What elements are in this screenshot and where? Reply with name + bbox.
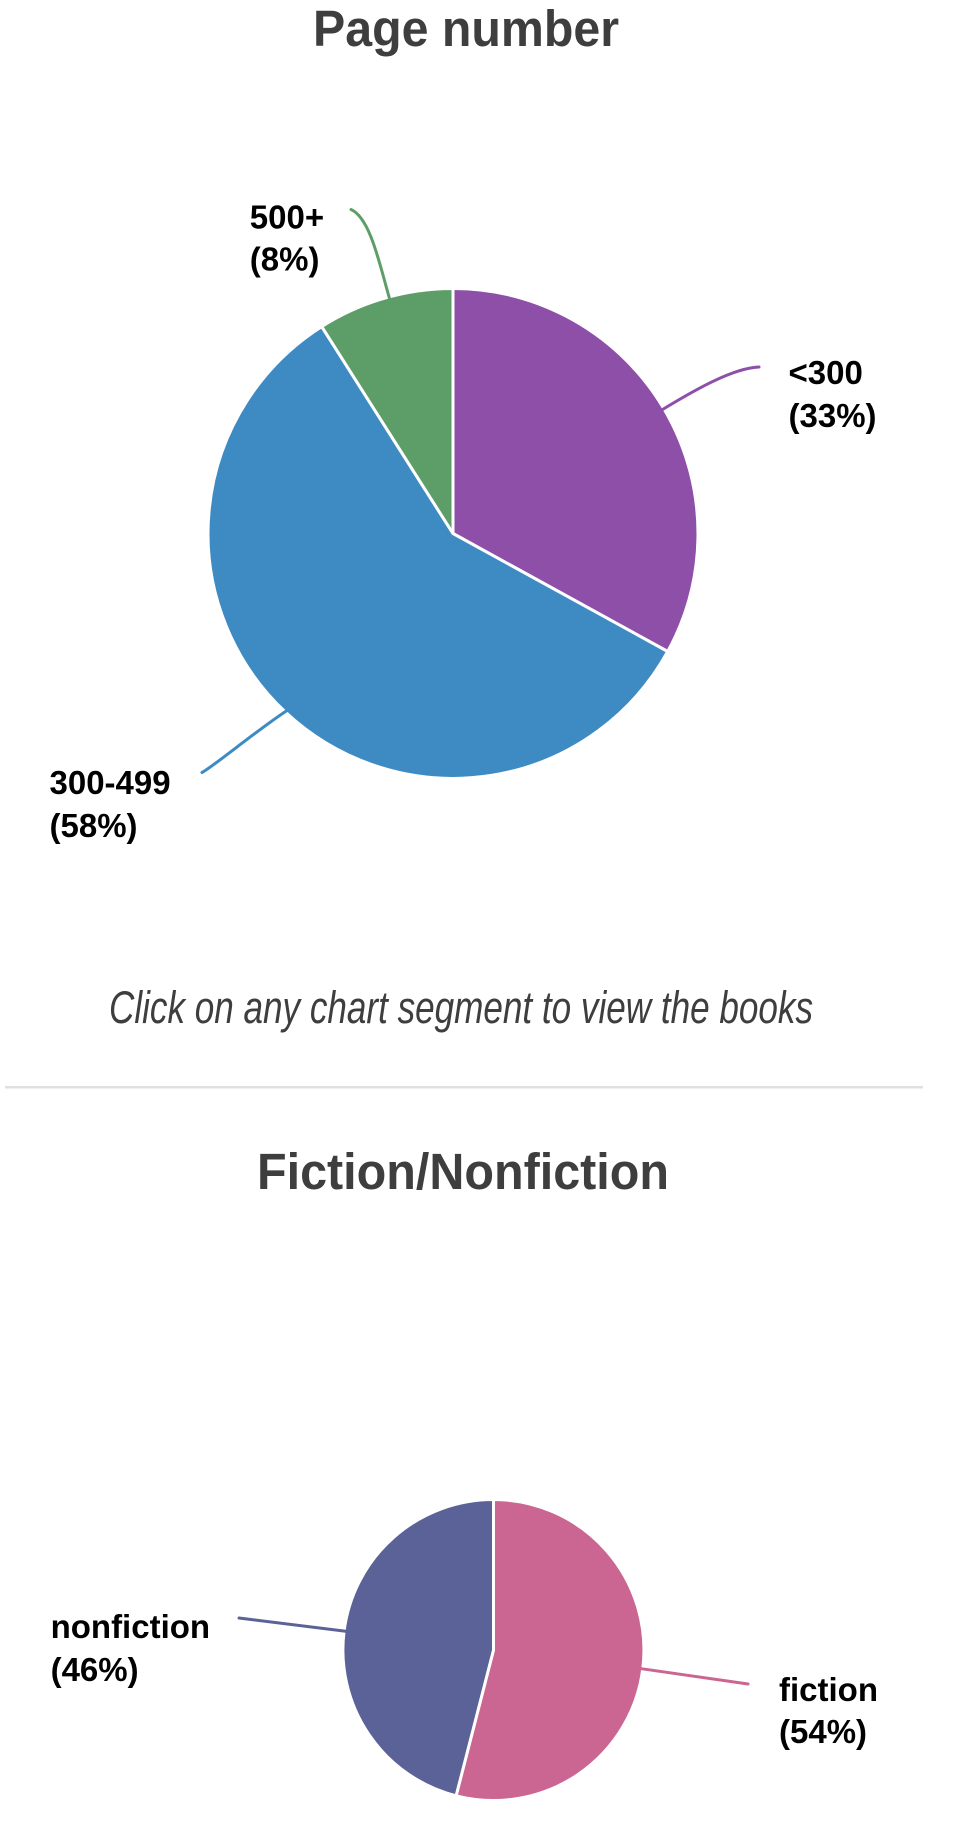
- svg-text:(8%): (8%): [250, 241, 320, 278]
- svg-text:Page number: Page number: [313, 0, 619, 57]
- svg-text:300-499: 300-499: [50, 764, 171, 801]
- svg-text:<300: <300: [789, 354, 863, 391]
- svg-text:500+: 500+: [250, 199, 324, 236]
- svg-text:fiction: fiction: [779, 1671, 878, 1708]
- svg-text:(58%): (58%): [50, 807, 138, 844]
- svg-text:Fiction/Nonfiction: Fiction/Nonfiction: [257, 1143, 669, 1200]
- svg-text:Click on any chart segment to: Click on any chart segment to view the b…: [109, 982, 813, 1033]
- svg-text:nonfiction: nonfiction: [51, 1608, 210, 1645]
- svg-text:(33%): (33%): [789, 397, 877, 434]
- svg-text:(46%): (46%): [51, 1651, 139, 1688]
- svg-text:(54%): (54%): [779, 1713, 867, 1750]
